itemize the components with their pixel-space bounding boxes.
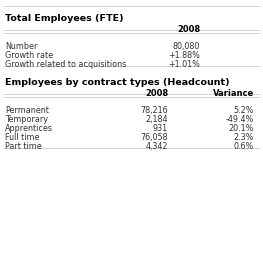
Text: 20.1%: 20.1%	[229, 123, 254, 133]
Text: Full time: Full time	[5, 133, 39, 141]
Text: Growth rate: Growth rate	[5, 51, 53, 60]
Text: 931: 931	[153, 123, 168, 133]
Text: Temporary: Temporary	[5, 115, 48, 123]
Text: +1.01%: +1.01%	[168, 60, 200, 69]
Text: Growth related to acquisitions: Growth related to acquisitions	[5, 60, 126, 69]
Text: Variance: Variance	[213, 89, 254, 98]
Text: 80,080: 80,080	[173, 42, 200, 51]
Text: Number: Number	[5, 42, 37, 51]
Text: 5.2%: 5.2%	[234, 106, 254, 115]
Text: Total Employees (FTE): Total Employees (FTE)	[5, 14, 124, 23]
Text: 2008: 2008	[145, 89, 168, 98]
Text: 2008: 2008	[177, 25, 200, 34]
Text: Employees by contract types (Headcount): Employees by contract types (Headcount)	[5, 78, 230, 87]
Text: 4,342: 4,342	[145, 141, 168, 150]
Text: Permanent: Permanent	[5, 106, 49, 115]
Text: 2,184: 2,184	[145, 115, 168, 123]
Text: Part time: Part time	[5, 141, 42, 150]
Text: 76,058: 76,058	[140, 133, 168, 141]
Text: +1.88%: +1.88%	[168, 51, 200, 60]
Text: Apprentices: Apprentices	[5, 123, 53, 133]
Text: 0.6%: 0.6%	[234, 141, 254, 150]
Text: 78,216: 78,216	[140, 106, 168, 115]
Text: -49.4%: -49.4%	[226, 115, 254, 123]
Text: 2.3%: 2.3%	[234, 133, 254, 141]
